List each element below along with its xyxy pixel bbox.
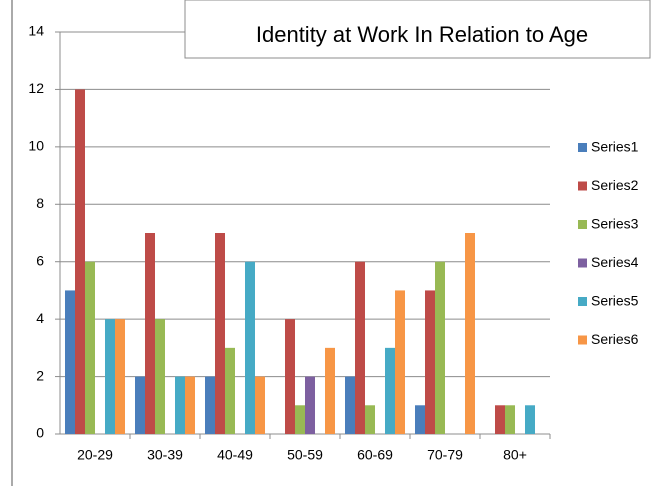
legend-swatch [578, 143, 587, 152]
legend-swatch [578, 220, 587, 229]
bar [295, 405, 305, 434]
bar [425, 290, 435, 434]
y-tick-label: 6 [36, 252, 44, 268]
bar [85, 261, 95, 434]
chart-title: Identity at Work In Relation to Age [256, 22, 588, 47]
bar [305, 376, 315, 434]
bar [205, 376, 215, 434]
bar [365, 405, 375, 434]
legend-swatch [578, 297, 587, 306]
bar [345, 376, 355, 434]
bar [145, 233, 155, 434]
x-tick-label: 20-29 [77, 447, 113, 463]
bar [385, 347, 395, 434]
y-tick-label: 8 [36, 195, 44, 211]
bar [325, 347, 335, 434]
bar [75, 89, 85, 434]
bar [495, 405, 505, 434]
x-tick-label: 50-59 [287, 447, 323, 463]
legend-label: Series5 [591, 293, 639, 309]
legend-swatch [578, 258, 587, 268]
title-box [184, 0, 651, 59]
bar [225, 347, 235, 434]
bar [155, 319, 165, 434]
legend-swatch [578, 335, 587, 345]
bar [435, 261, 445, 434]
bar [285, 319, 295, 434]
bar [185, 376, 195, 434]
bar [465, 233, 475, 434]
bar [355, 261, 365, 434]
legend-label: Series1 [591, 139, 639, 155]
bar [105, 319, 115, 434]
bar [255, 376, 265, 434]
x-tick-label: 60-69 [357, 447, 393, 463]
legend-label: Series6 [591, 331, 639, 347]
bar [245, 261, 255, 434]
x-tick-label: 30-39 [147, 447, 183, 463]
legend-label: Series2 [591, 177, 639, 193]
bar [415, 405, 425, 434]
y-tick-label: 0 [36, 425, 44, 441]
x-tick-label: 70-79 [427, 447, 463, 463]
bar [115, 319, 125, 434]
bar [215, 233, 225, 434]
legend-swatch [578, 181, 587, 191]
legend-label: Series4 [591, 254, 639, 270]
bar [525, 405, 535, 434]
y-tick-label: 14 [28, 23, 44, 39]
bar [65, 290, 75, 434]
y-tick-label: 10 [28, 138, 44, 154]
bar [175, 376, 185, 434]
y-tick-label: 12 [28, 80, 44, 96]
x-tick-label: 40-49 [217, 447, 253, 463]
y-tick-label: 2 [36, 367, 44, 383]
bar [395, 290, 405, 434]
bar [135, 376, 145, 434]
y-tick-label: 4 [36, 310, 44, 326]
legend-label: Series3 [591, 216, 639, 232]
x-tick-label: 80+ [503, 447, 527, 463]
bar [505, 405, 515, 434]
